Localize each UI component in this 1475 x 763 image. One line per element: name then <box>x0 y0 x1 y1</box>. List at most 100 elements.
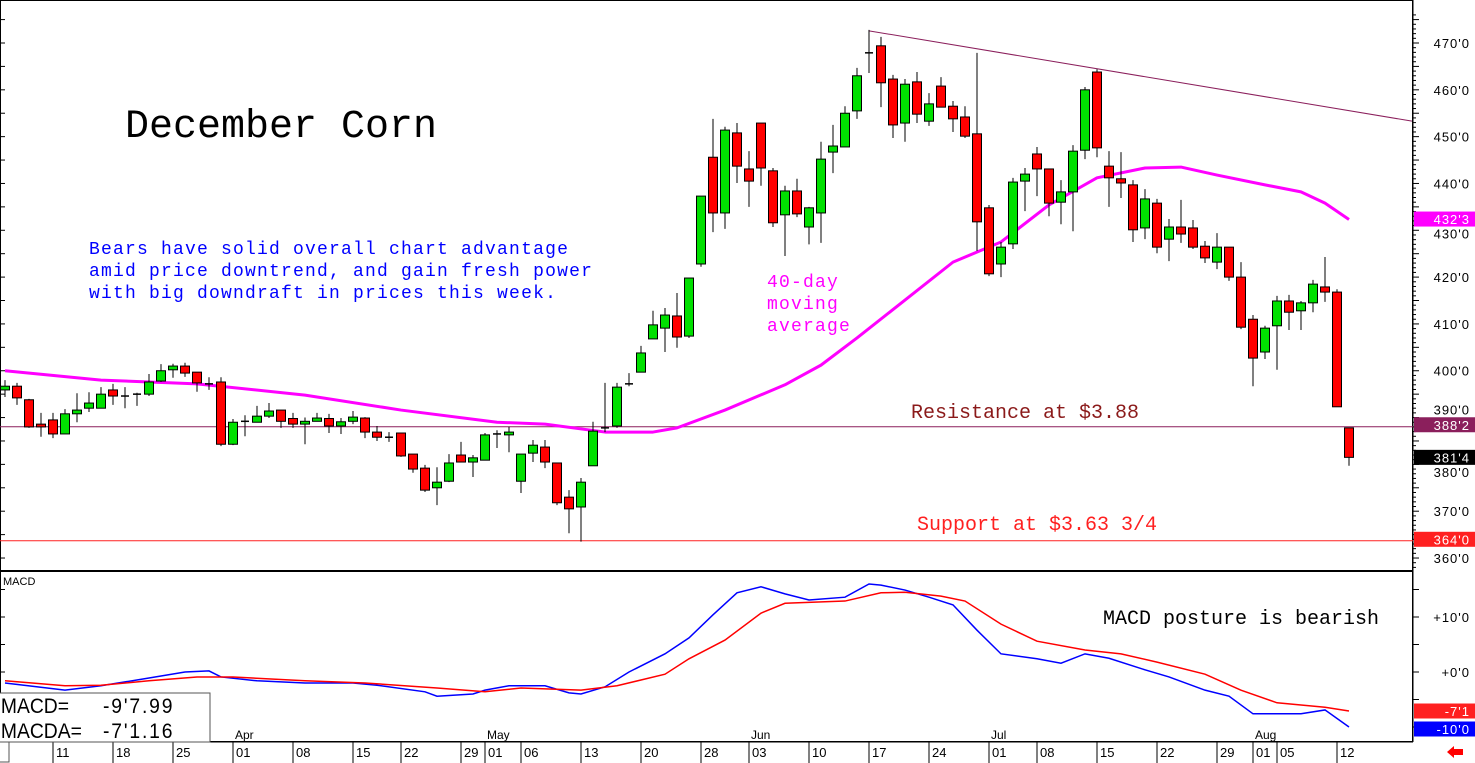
candle <box>156 364 166 382</box>
candle-body <box>12 385 22 399</box>
chart-title: December Corn <box>125 105 437 150</box>
candle-body <box>1164 226 1174 240</box>
candle-body <box>180 365 190 374</box>
candle <box>816 141 826 243</box>
candle-body <box>1296 302 1306 312</box>
candle-body <box>648 324 658 340</box>
resistance-label: Resistance at $3.88 <box>911 402 1139 425</box>
candle-body <box>888 78 898 126</box>
candle <box>1092 69 1102 158</box>
candle-body <box>444 462 454 482</box>
candle-body <box>420 467 430 491</box>
candle-body <box>300 420 310 425</box>
candle <box>444 454 454 483</box>
candle <box>780 185 790 257</box>
candle-body <box>900 83 910 124</box>
price-tick-label: 470'0 <box>1434 36 1470 51</box>
candle-body <box>0 385 10 391</box>
candle-body <box>192 371 202 384</box>
date-tick-label: 20 <box>644 745 658 760</box>
candle <box>636 345 646 373</box>
candle-body <box>168 365 178 371</box>
candle-body <box>972 133 982 223</box>
candle <box>312 412 322 422</box>
candle-body <box>1236 276 1246 328</box>
macd-readout-box: MACD= -9'7.99 MACDA= -7'1.16 <box>0 692 211 763</box>
date-tick-label: 06 <box>524 745 538 760</box>
candle <box>1008 177 1018 250</box>
candle <box>1080 87 1090 160</box>
price-marker: 432'3 <box>1414 211 1475 227</box>
candle <box>625 373 633 387</box>
candle <box>1116 152 1126 198</box>
left-arrow-icon[interactable] <box>1447 746 1463 758</box>
macd-lines-layer <box>4 583 1350 728</box>
candle-body <box>468 457 478 463</box>
candle-body <box>588 430 598 467</box>
candle <box>205 377 213 390</box>
candle-body <box>96 393 106 409</box>
candle-body <box>912 81 922 115</box>
candle-body <box>60 413 70 435</box>
candle-body <box>504 431 514 436</box>
candle-body <box>252 415 262 423</box>
candle <box>696 195 706 267</box>
candle-body <box>216 381 226 445</box>
candle <box>1224 246 1234 281</box>
candle <box>996 241 1006 278</box>
candle-body <box>372 431 382 438</box>
annotation-line-3: with big downdraft in prices this week. <box>89 284 557 304</box>
candle-body <box>540 446 550 463</box>
candle <box>480 433 490 461</box>
candle-body <box>780 190 790 216</box>
candle <box>385 432 393 442</box>
macd-readout-value: -9'7.99 <box>103 695 174 718</box>
date-axis: 11 18 25 01 08 15 22 29 01 06 13 20 28 03 10 17 24 01 08 15… <box>52 728 1354 763</box>
annotation-line-1: Bears have solid overall chart advantage <box>89 240 569 260</box>
candle-body <box>1008 181 1018 245</box>
trendline-layer <box>868 30 1413 122</box>
downtrend-line <box>868 30 1413 122</box>
candle <box>336 418 346 434</box>
ma-label-line-1: 40-day <box>767 273 839 293</box>
candle-body <box>1260 327 1270 353</box>
candle <box>96 387 106 409</box>
candle <box>1320 256 1330 302</box>
price-tick-label: 420'0 <box>1434 270 1470 285</box>
candle-body <box>1080 89 1090 151</box>
candle-body <box>1332 291 1342 408</box>
candle <box>168 363 178 378</box>
candle <box>432 467 442 506</box>
candle-body <box>684 277 694 337</box>
candle <box>0 380 10 397</box>
candle <box>792 178 802 218</box>
date-tick-label: 10 <box>812 745 826 760</box>
candle-body <box>1116 178 1126 184</box>
candle-body <box>1140 198 1150 229</box>
candle <box>972 52 982 251</box>
price-marker: 381'4 <box>1414 449 1475 465</box>
candle-body <box>768 170 778 224</box>
date-tick-label: 01 <box>1256 745 1270 760</box>
macda-readout-label: MACDA= <box>1 720 82 743</box>
candle <box>48 412 58 439</box>
candle-body <box>348 416 358 422</box>
candle-body <box>936 85 946 108</box>
candle <box>1044 168 1054 217</box>
date-tick-label: 08 <box>296 745 310 760</box>
candle <box>192 371 202 392</box>
candle <box>984 204 994 277</box>
candle-body <box>264 410 274 417</box>
macda-readout-value: -7'1.16 <box>103 720 174 743</box>
candle-body <box>672 315 682 338</box>
candle-body <box>636 352 646 373</box>
candle <box>576 477 586 542</box>
candle-body <box>48 419 58 435</box>
price-marker-label: -7'1 <box>1445 704 1470 719</box>
date-tick-label: 01 <box>236 745 250 760</box>
candle <box>804 206 814 245</box>
price-marker-box <box>1414 721 1475 737</box>
candle <box>360 417 370 439</box>
candle <box>912 72 922 124</box>
candle <box>300 417 310 445</box>
